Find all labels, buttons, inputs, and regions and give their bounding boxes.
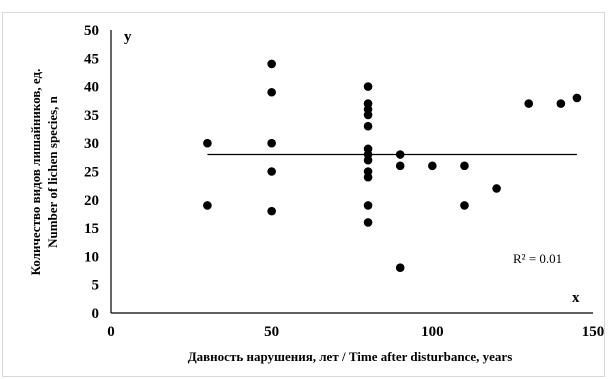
data-point — [267, 87, 276, 97]
data-point — [395, 263, 405, 273]
y-tick-label: 15 — [84, 221, 99, 237]
data-point — [363, 218, 373, 227]
data-point — [572, 93, 582, 103]
data-point — [203, 201, 212, 210]
x-tick-label: 100 — [421, 324, 444, 340]
data-points — [203, 59, 582, 273]
y-tick-label: 45 — [84, 51, 99, 67]
y-tick-label: 30 — [84, 136, 99, 152]
x-axis-letter: x — [572, 290, 580, 306]
chart-frame — [2, 12, 605, 377]
x-tick-label: 150 — [582, 324, 605, 340]
y-tick-label: 50 — [84, 23, 99, 39]
x-axis-title: Давность нарушения, лет / Time after dis… — [188, 349, 513, 364]
data-point — [267, 59, 276, 69]
y-tick-label: 0 — [92, 306, 100, 322]
data-point — [267, 138, 276, 148]
y-tick-label: 25 — [84, 165, 99, 181]
y-tick-label: 5 — [92, 278, 100, 294]
data-point — [556, 99, 566, 108]
data-point — [460, 161, 469, 171]
data-point — [363, 201, 373, 210]
data-point — [395, 150, 405, 159]
y-axis-title-line-1: Количество видов лишайников, ед. — [28, 69, 43, 276]
y-ticks: 0 5 10 15 20 25 30 35 40 45 50 — [84, 23, 99, 322]
y-tick-label: 10 — [84, 249, 99, 265]
y-axis-letter: y — [124, 29, 132, 45]
data-point — [363, 110, 373, 120]
data-point — [363, 155, 373, 165]
x-tick-label: 50 — [264, 324, 279, 340]
x-ticks: 0 50 100 150 — [107, 324, 604, 340]
data-point — [428, 161, 437, 171]
data-point — [363, 82, 373, 91]
data-point — [267, 206, 276, 216]
y-axis-title-line-2: Number of lichen species, n — [45, 95, 60, 248]
x-tick-label: 0 — [107, 324, 115, 340]
r-squared-annotation: R² = 0.01 — [513, 251, 562, 266]
y-tick-label: 35 — [84, 108, 99, 124]
data-point — [267, 167, 276, 176]
axes — [110, 30, 593, 314]
data-point — [460, 201, 469, 210]
y-tick-label: 40 — [84, 80, 99, 96]
data-point — [492, 184, 501, 193]
data-point — [524, 99, 534, 108]
data-point — [395, 161, 405, 171]
data-point — [363, 121, 373, 131]
y-tick-label: 20 — [84, 193, 99, 209]
data-point — [363, 172, 373, 182]
data-point — [203, 138, 212, 148]
